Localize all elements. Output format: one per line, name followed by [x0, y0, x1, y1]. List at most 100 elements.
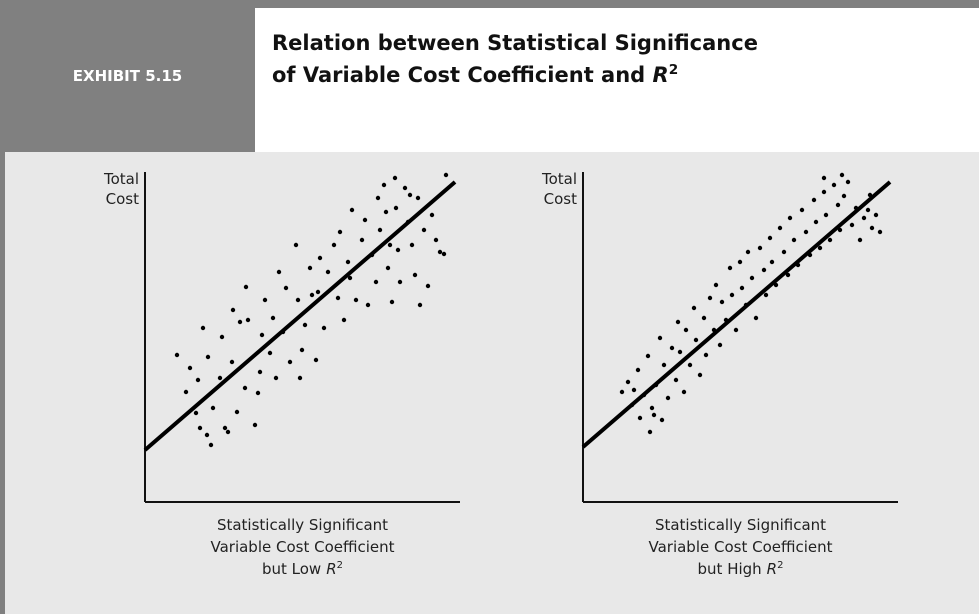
data-point [417, 302, 423, 308]
data-point [657, 335, 663, 341]
caption-sup: 2 [777, 560, 783, 571]
data-point [757, 245, 763, 251]
body-panel [0, 152, 979, 614]
exhibit-label: EXHIBIT 5.15 [0, 0, 255, 152]
data-point [307, 265, 313, 271]
data-point [635, 367, 641, 373]
caption-var: R [767, 560, 777, 578]
data-point [811, 197, 817, 203]
data-point [331, 242, 337, 248]
data-point [683, 327, 689, 333]
data-point [697, 372, 703, 378]
data-point [295, 297, 301, 303]
data-point [359, 237, 365, 243]
data-point [393, 205, 399, 211]
data-point [749, 275, 755, 281]
data-point [273, 375, 279, 381]
data-point [197, 425, 203, 431]
title-sup: 2 [668, 62, 679, 78]
caption-line: Variable Cost Coefficient [210, 538, 394, 556]
data-point [267, 350, 273, 356]
data-point [703, 352, 709, 358]
data-point [315, 289, 321, 295]
title-var: R [652, 63, 669, 87]
data-point [297, 375, 303, 381]
caption-text: but High [698, 560, 762, 578]
data-point [823, 212, 829, 218]
data-point [287, 359, 293, 365]
title-line: of Variable Cost Coefficient and R2 [272, 57, 758, 89]
data-point [353, 297, 359, 303]
data-point [276, 269, 282, 275]
data-point [729, 292, 735, 298]
data-point [205, 354, 211, 360]
data-point [733, 327, 739, 333]
data-point [831, 182, 837, 188]
data-point [691, 305, 697, 311]
data-point [383, 209, 389, 215]
data-point [335, 295, 341, 301]
data-point [255, 390, 261, 396]
data-point [827, 237, 833, 243]
data-point [345, 259, 351, 265]
data-point [208, 442, 214, 448]
data-point [619, 389, 625, 395]
data-point [349, 207, 355, 213]
data-point [243, 284, 249, 290]
data-point [625, 379, 631, 385]
data-point [242, 385, 248, 391]
data-point [841, 193, 847, 199]
data-point [821, 189, 827, 195]
data-point [373, 279, 379, 285]
exhibit-text: EXHIBIT 5.15 [72, 67, 183, 85]
data-point [791, 237, 797, 243]
data-point [412, 272, 418, 278]
data-point [259, 332, 265, 338]
data-point [719, 299, 725, 305]
y-axis-label: Total [103, 170, 139, 188]
data-point [739, 285, 745, 291]
caption-text: Variable Cost Coefficient [210, 538, 394, 556]
data-point [387, 242, 393, 248]
data-point [707, 295, 713, 301]
data-point [347, 275, 353, 281]
data-point [857, 237, 863, 243]
caption-text: Statistically Significant [655, 516, 826, 534]
data-point [395, 247, 401, 253]
data-point [230, 307, 236, 313]
data-point [375, 195, 381, 201]
data-point [193, 410, 199, 416]
data-point [337, 229, 343, 235]
y-axis-label: Cost [106, 190, 139, 208]
data-point [763, 292, 769, 298]
caption-line: Statistically Significant [217, 516, 388, 534]
data-point [877, 229, 883, 235]
data-point [677, 349, 683, 355]
data-point [187, 365, 193, 371]
data-point [437, 249, 443, 255]
data-point [777, 225, 783, 231]
data-point [283, 285, 289, 291]
data-point [785, 272, 791, 278]
data-point [402, 185, 408, 191]
data-point [313, 357, 319, 363]
data-point [675, 319, 681, 325]
data-point [665, 395, 671, 401]
data-point [669, 345, 675, 351]
data-point [234, 409, 240, 415]
title: Relation between Statistical Significanc… [272, 30, 758, 89]
data-point [659, 417, 665, 423]
regression-line [581, 180, 892, 449]
data-point [415, 195, 421, 201]
data-point [803, 229, 809, 235]
data-point [647, 429, 653, 435]
data-point [397, 279, 403, 285]
data-point [701, 315, 707, 321]
data-point [637, 415, 643, 421]
data-point [321, 325, 327, 331]
caption-text: Variable Cost Coefficient [648, 538, 832, 556]
data-point [245, 317, 251, 323]
data-point [433, 237, 439, 243]
data-point [270, 315, 276, 321]
